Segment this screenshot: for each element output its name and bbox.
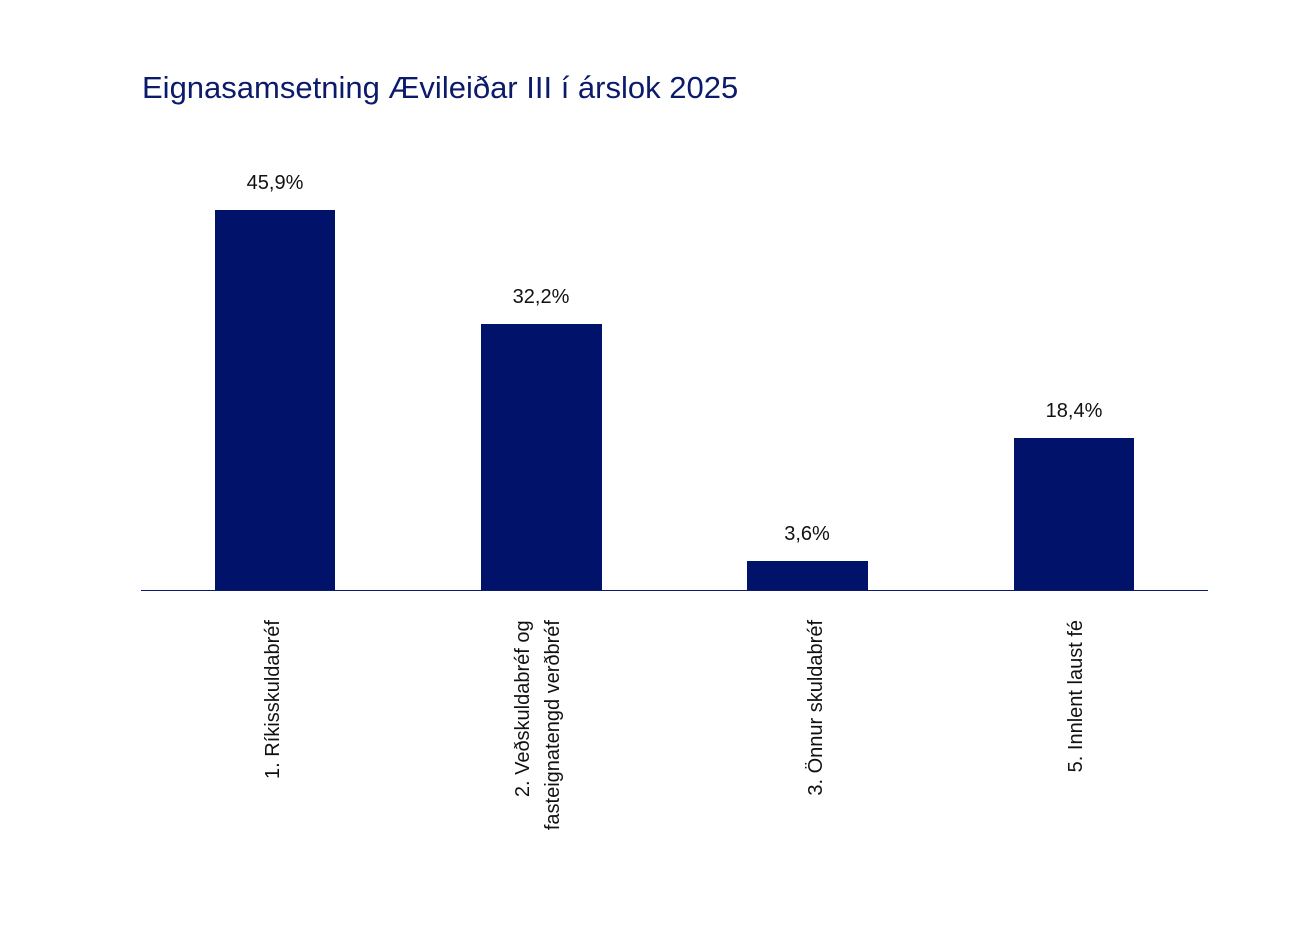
x-tick-label: 2. Veðskuldabréf og fasteignatengd verðb…: [508, 620, 568, 830]
x-tick-label-line: 1. Ríkisskuldabréf: [262, 620, 284, 779]
value-label: 18,4%: [1045, 400, 1103, 422]
x-tick-label: 3. Önnur skuldabréf: [801, 620, 831, 796]
value-label: 45,9%: [246, 172, 304, 194]
x-tick-label: 5. Innlent laust fé: [1061, 620, 1091, 772]
x-tick-label-line: fasteignatengd verðbréf: [542, 620, 564, 831]
x-tick-label-line: 3. Önnur skuldabréf: [805, 620, 827, 796]
bar-rikisskuldabref: [215, 210, 335, 591]
bar-onnur-skuldabref: [747, 561, 868, 591]
bar-vedskuldabref: [481, 324, 602, 591]
chart-title: Eignasamsetning Ævileiðar III í árslok 2…: [142, 70, 739, 105]
bar-innlent-laust-fe: [1014, 438, 1134, 591]
value-label: 3,6%: [784, 523, 830, 545]
x-tick-label: 1. Ríkisskuldabréf: [258, 620, 288, 779]
x-axis-line: [141, 590, 1208, 591]
x-tick-label-line: 2. Veðskuldabréf og: [512, 620, 534, 797]
value-label: 32,2%: [512, 286, 570, 308]
x-tick-label-line: 5. Innlent laust fé: [1065, 620, 1087, 773]
